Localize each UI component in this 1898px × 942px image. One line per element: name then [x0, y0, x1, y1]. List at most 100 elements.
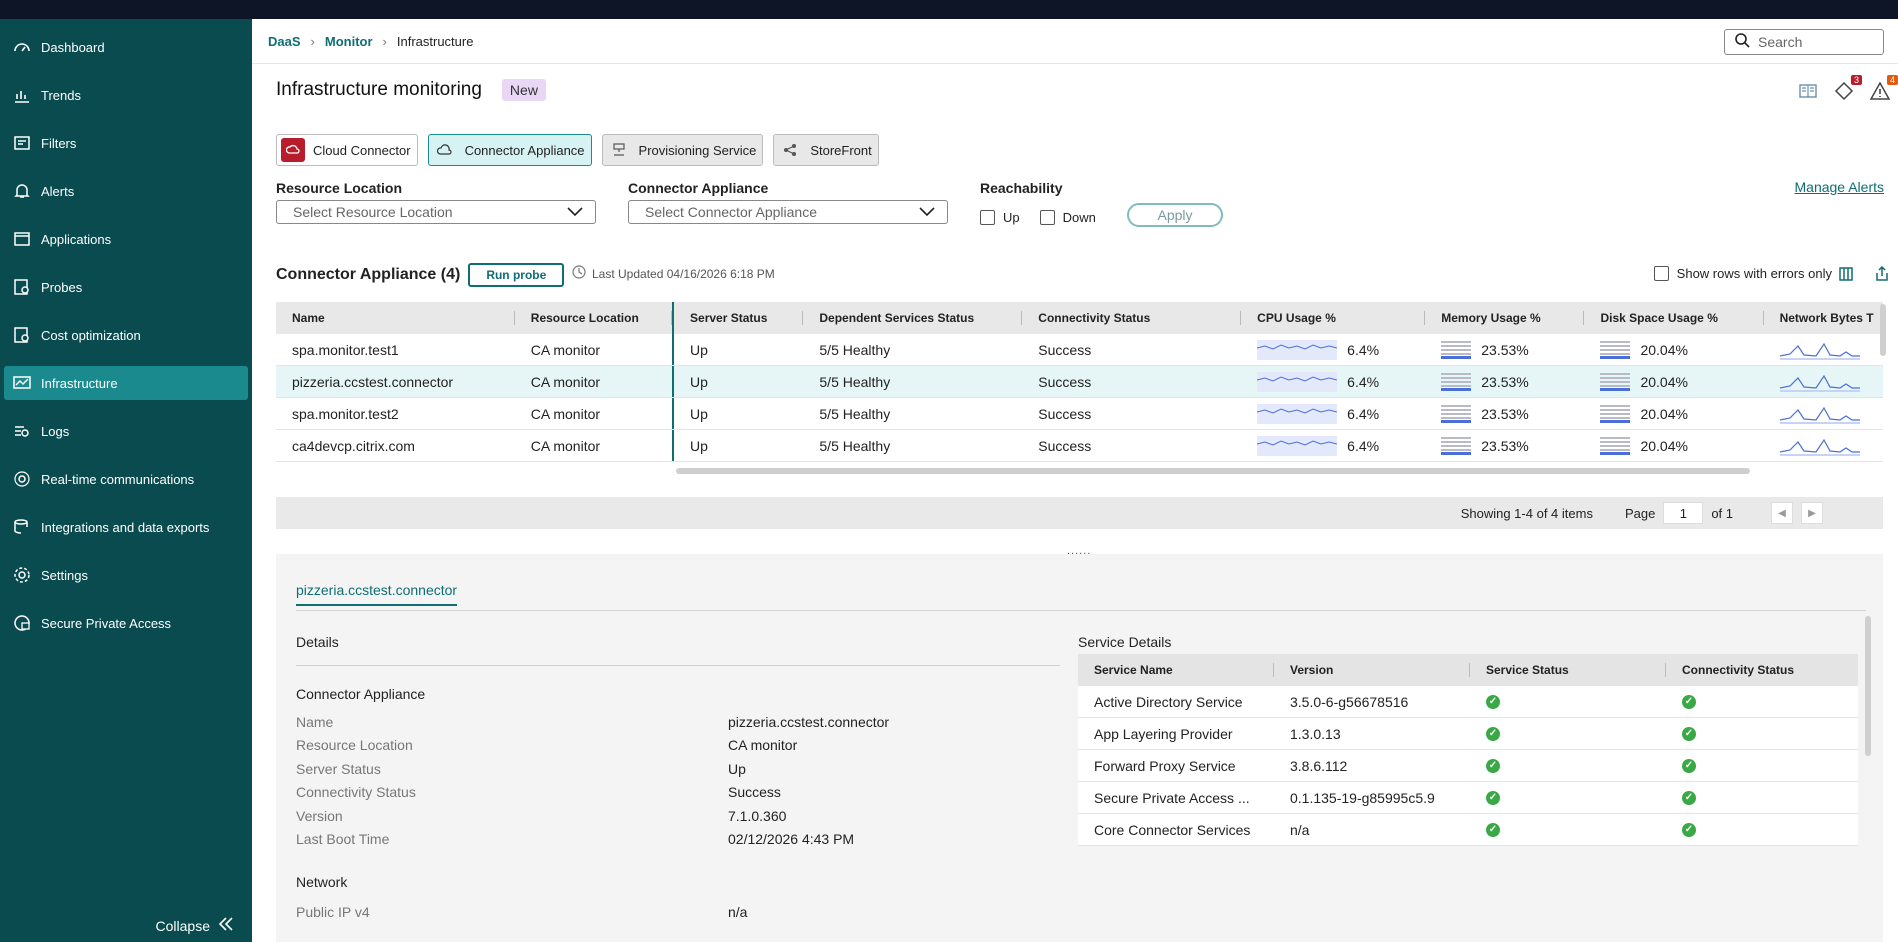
memory-bar: [1441, 372, 1472, 391]
col-version[interactable]: Version: [1274, 654, 1470, 686]
prev-page-button[interactable]: ◀: [1771, 502, 1793, 524]
table-row[interactable]: spa.monitor.test2 CA monitor Up 5/5 Healthy…: [276, 398, 1883, 430]
col-connectivity-status[interactable]: Connectivity Status: [1682, 663, 1795, 677]
group-title: Connector Appliance: [296, 686, 426, 702]
network-title: Network: [296, 874, 348, 890]
book-icon[interactable]: [1798, 81, 1818, 101]
cell-connectivity: Success: [1038, 405, 1092, 422]
col-service-status[interactable]: Service Status: [1470, 654, 1666, 686]
service-row[interactable]: Active Directory Service 3.5.0-6-g5667851…: [1078, 686, 1858, 718]
field-label: Resource Location: [296, 737, 413, 754]
search-input[interactable]: Search: [1724, 29, 1884, 55]
page-input[interactable]: 1: [1663, 502, 1704, 524]
breadcrumb-monitor[interactable]: Monitor: [324, 33, 373, 49]
detail-tab[interactable]: pizzeria.ccstest.connector: [296, 582, 458, 606]
sidebar-item-integrations[interactable]: Integrations and data exports: [0, 503, 252, 551]
collapse-label: Collapse: [155, 917, 210, 934]
sidebar-item-applications[interactable]: Applications: [0, 215, 252, 263]
table-row[interactable]: pizzeria.ccstest.connector CA monitor Up 5/…: [276, 366, 1883, 398]
connector-appliance-select[interactable]: Select Connector Appliance: [628, 200, 948, 224]
manage-alerts-link[interactable]: Manage Alerts: [1794, 179, 1885, 195]
col-memory-usage[interactable]: Memory Usage %: [1425, 302, 1585, 334]
col-dependent-services[interactable]: Dependent Services Status: [803, 302, 1023, 334]
resource-location-select[interactable]: Select Resource Location: [276, 200, 596, 224]
cell-location: CA monitor: [515, 366, 675, 397]
network-sparkline: [1779, 438, 1860, 456]
field-value: 7.1.0.360: [728, 807, 787, 824]
service-row[interactable]: App Layering Provider 1.3.0.13 ✓ ✓: [1078, 718, 1858, 750]
service-row[interactable]: Core Connector Services n/a ✓ ✓: [1078, 814, 1858, 846]
tab-storefront[interactable]: StoreFront: [773, 134, 879, 166]
check-circle-icon: ✓: [1486, 822, 1500, 837]
col-resource-location[interactable]: Resource Location: [515, 302, 675, 334]
cell-network: [1764, 366, 1883, 397]
detail-vertical-scrollbar[interactable]: [1865, 616, 1871, 756]
sidebar-item-infrastructure[interactable]: Infrastructure: [4, 366, 248, 400]
col-service-name[interactable]: Service Name: [1078, 654, 1274, 686]
show-errors-toggle[interactable]: Show rows with errors only: [1653, 266, 1832, 281]
collapse-button[interactable]: Collapse: [156, 917, 234, 934]
tab-label: Connector Appliance: [464, 142, 585, 158]
sidebar-item-rtc[interactable]: Real-time communications: [0, 455, 252, 503]
notification-icon[interactable]: 3: [1834, 75, 1862, 101]
apply-button[interactable]: Apply: [1127, 203, 1223, 227]
rtc-icon: [12, 469, 32, 489]
network-sparkline: [1779, 406, 1860, 424]
export-icon[interactable]: [1874, 265, 1890, 285]
service-name: App Layering Provider: [1094, 725, 1233, 742]
table-vertical-scrollbar[interactable]: [1880, 304, 1886, 356]
service-connectivity: ✓: [1666, 750, 1858, 781]
sidebar-item-filters[interactable]: Filters: [0, 119, 252, 167]
sidebar-item-dashboard[interactable]: Dashboard: [0, 23, 252, 71]
table-horizontal-scrollbar[interactable]: [676, 468, 1750, 474]
sidebar-item-probes[interactable]: Probes: [0, 263, 252, 311]
section-title: Connector Appliance (4) Run probe: [276, 263, 565, 287]
field-label: Name: [296, 714, 334, 730]
spa-icon: [12, 613, 32, 633]
section-title-text: Connector Appliance (4): [276, 266, 461, 283]
down-checkbox[interactable]: [1039, 210, 1055, 225]
run-probe-button[interactable]: Run probe: [468, 263, 565, 287]
service-name: Secure Private Access ...: [1094, 789, 1250, 806]
col-server-status[interactable]: Server Status: [674, 302, 804, 334]
columns-icon[interactable]: [1838, 266, 1854, 285]
next-page-button[interactable]: ▶: [1801, 502, 1823, 524]
sidebar-item-alerts[interactable]: Alerts: [0, 167, 252, 215]
col-name[interactable]: Name: [276, 302, 515, 334]
service-status: ✓: [1470, 718, 1666, 749]
warning-icon[interactable]: 4: [1869, 75, 1898, 101]
up-checkbox[interactable]: [980, 210, 995, 225]
sidebar-item-cost-optimization[interactable]: Cost optimization: [0, 311, 252, 359]
sidebar-item-label: Secure Private Access: [41, 615, 172, 631]
tab-connector-appliance[interactable]: Connector Appliance: [427, 134, 592, 166]
col-cpu-usage[interactable]: CPU Usage %: [1241, 302, 1426, 334]
cpu-value: 6.4%: [1347, 405, 1380, 422]
service-row[interactable]: Forward Proxy Service 3.8.6.112 ✓ ✓: [1078, 750, 1858, 782]
tab-cloud-connector[interactable]: Cloud Connector: [276, 134, 418, 166]
cell-memory: 23.53%: [1425, 334, 1584, 365]
service-version: 3.8.6.112: [1290, 757, 1348, 774]
service-status: ✓: [1470, 814, 1666, 845]
select-placeholder: Select Resource Location: [293, 204, 453, 220]
sidebar-item-settings[interactable]: Settings: [0, 551, 252, 599]
breadcrumb-daas[interactable]: DaaS: [268, 33, 301, 49]
show-errors-checkbox[interactable]: [1653, 266, 1669, 281]
pagination: Showing 1-4 of 4 items Page 1 of 1 ◀ ▶: [276, 497, 1883, 529]
sidebar-item-logs[interactable]: Logs: [0, 407, 252, 455]
service-name: Core Connector Services: [1094, 821, 1251, 838]
resource-location-label: Resource Location: [276, 180, 403, 196]
sidebar-item-spa[interactable]: Secure Private Access: [0, 599, 252, 647]
memory-value: 23.53%: [1481, 341, 1529, 358]
table-row[interactable]: ca4devcp.citrix.com CA monitor Up 5/5 Healt…: [276, 430, 1883, 462]
sidebar-item-trends[interactable]: Trends: [0, 71, 252, 119]
table-header: Name Resource Location Server Status Dep…: [276, 302, 1883, 334]
table-row[interactable]: spa.monitor.test1 CA monitor Up 5/5 Healthy…: [276, 334, 1883, 366]
col-disk-usage[interactable]: Disk Space Usage %: [1584, 302, 1764, 334]
search-placeholder: Search: [1758, 34, 1803, 50]
service-row[interactable]: Secure Private Access ... 0.1.135-19-g859…: [1078, 782, 1858, 814]
col-network-bytes[interactable]: Network Bytes T: [1779, 311, 1874, 325]
memory-value: 23.53%: [1481, 405, 1529, 422]
cost-icon: [12, 325, 32, 345]
tab-provisioning-service[interactable]: Provisioning Service: [601, 134, 764, 166]
col-connectivity-status[interactable]: Connectivity Status: [1022, 302, 1242, 334]
